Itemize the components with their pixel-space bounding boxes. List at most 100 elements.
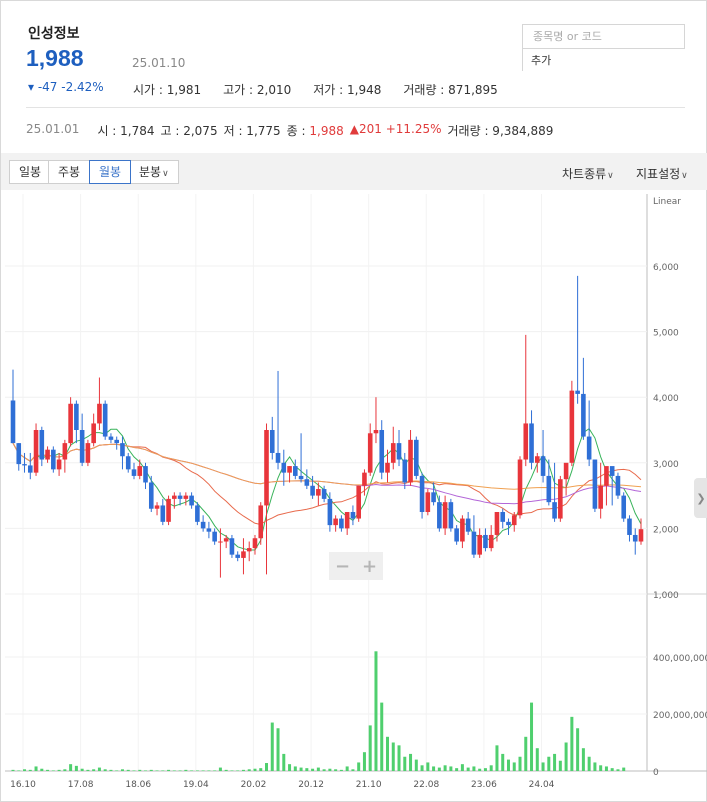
moving-average-line xyxy=(12,427,642,551)
volume-bar xyxy=(207,770,211,771)
candle-body xyxy=(166,498,171,522)
volume-bar xyxy=(558,760,562,771)
scale-label: Linear xyxy=(653,197,681,207)
volume-bar xyxy=(167,769,171,771)
chevron-down-icon: ∨ xyxy=(681,171,688,181)
x-tick-label: 24.04 xyxy=(529,780,555,790)
volume-bar xyxy=(115,770,119,771)
add-button[interactable]: 추가 xyxy=(531,54,552,67)
tab-weekly[interactable]: 주봉 xyxy=(48,160,91,184)
volume-bar xyxy=(443,765,447,771)
volume-bar xyxy=(57,769,61,771)
volume-bar xyxy=(74,765,78,771)
volume-bar xyxy=(593,762,597,771)
price-change: ▾ -47 -2.42% xyxy=(28,80,104,94)
candle-body xyxy=(627,518,632,535)
volume-bar xyxy=(339,769,343,771)
volume-bar xyxy=(541,762,545,771)
volume-bar xyxy=(224,769,228,771)
volume-bar xyxy=(368,725,372,771)
volume-bar xyxy=(46,769,50,771)
volume-bar xyxy=(201,770,205,771)
volume-bar xyxy=(535,748,539,771)
volume-bar xyxy=(288,764,292,771)
volume-bar xyxy=(391,742,395,771)
current-price: 1,988 xyxy=(26,45,84,71)
volume-bar xyxy=(437,767,441,771)
candle-body xyxy=(414,439,419,476)
price-tick-label: 6,000 xyxy=(653,263,679,273)
candle-body xyxy=(483,534,488,549)
volume-bar xyxy=(483,768,487,771)
candle-body xyxy=(540,456,546,476)
stock-search-input[interactable] xyxy=(522,24,685,49)
candle-body xyxy=(218,541,223,543)
candle-body xyxy=(563,462,569,480)
volume-bar xyxy=(460,764,464,771)
candle-body xyxy=(356,485,361,519)
volume-stat: 거래량 : 871,895 xyxy=(403,83,498,97)
price-tick-label: 5,000 xyxy=(653,329,679,339)
volume-bar xyxy=(362,752,366,771)
x-tick-label: 22.08 xyxy=(413,780,439,790)
candle-body xyxy=(252,538,258,549)
summary-close: 종 : 1,988 xyxy=(286,124,344,138)
candle-body xyxy=(298,475,304,480)
candle-body xyxy=(529,423,534,463)
plot-background xyxy=(5,194,647,771)
stock-chart[interactable]: 1,000 2,000 3,000 4,000 5,000 6,000 Linear 0 200… xyxy=(1,190,707,802)
candle-body xyxy=(33,430,39,473)
indicator-settings-menu[interactable]: 지표설정∨ xyxy=(636,167,688,181)
tab-monthly[interactable]: 월봉 xyxy=(89,160,132,184)
volume-bar xyxy=(144,770,148,771)
candle-body xyxy=(558,479,563,519)
volume-bar xyxy=(276,728,280,771)
volume-bar xyxy=(132,770,136,771)
candle-body xyxy=(460,518,465,542)
side-panel-toggle[interactable]: ❯ xyxy=(694,478,707,518)
candle-body xyxy=(408,439,413,483)
zoom-in-button[interactable]: + xyxy=(361,555,378,577)
volume-bar xyxy=(28,769,32,771)
candle-body xyxy=(477,534,482,555)
candle-body xyxy=(206,528,212,532)
volume-bar xyxy=(270,722,274,771)
x-tick-label: 23.06 xyxy=(471,780,497,790)
candle-body xyxy=(45,449,50,460)
tab-daily[interactable]: 일봉 xyxy=(9,160,52,184)
volume-tick-label: 200,000,000 xyxy=(653,711,707,721)
summary-high: 고 : 2,075 xyxy=(160,124,218,138)
chart-type-menu[interactable]: 차트종류∨ xyxy=(562,167,614,181)
volume-bar xyxy=(11,769,15,771)
volume-bar xyxy=(34,766,38,771)
volume-tick-label: 400,000,000 xyxy=(653,654,707,664)
tab-minute[interactable]: 분봉∨ xyxy=(129,160,179,184)
volume-bar xyxy=(299,767,303,771)
volume-bar xyxy=(576,728,580,771)
volume-bar xyxy=(247,769,251,771)
volume-bar xyxy=(265,763,269,771)
x-tick-label: 20.02 xyxy=(241,780,267,790)
low-stat: 저가 : 1,948 xyxy=(313,83,382,97)
price-tick-label: 4,000 xyxy=(653,394,679,404)
candle-body xyxy=(108,436,114,440)
volume-bar xyxy=(195,770,199,771)
volume-bar xyxy=(610,768,614,771)
header-divider xyxy=(26,107,685,108)
volume-bar xyxy=(178,770,182,771)
volume-bar xyxy=(316,767,320,771)
zoom-out-button[interactable]: − xyxy=(334,555,351,577)
volume-bar xyxy=(599,765,603,771)
candle-body xyxy=(442,502,448,529)
candle-body xyxy=(131,469,137,476)
volume-bar xyxy=(23,769,27,771)
candle-body xyxy=(350,512,356,519)
candle-body xyxy=(471,531,477,555)
volume-bar xyxy=(547,756,551,771)
x-tick-label: 20.12 xyxy=(298,780,324,790)
candle-body xyxy=(269,430,275,453)
open-stat: 시가 : 1,981 xyxy=(133,83,202,97)
candle-body xyxy=(390,443,396,463)
chart-area[interactable]: 1,000 2,000 3,000 4,000 5,000 6,000 Linear 0 200… xyxy=(1,190,707,802)
candle-body xyxy=(154,505,160,509)
